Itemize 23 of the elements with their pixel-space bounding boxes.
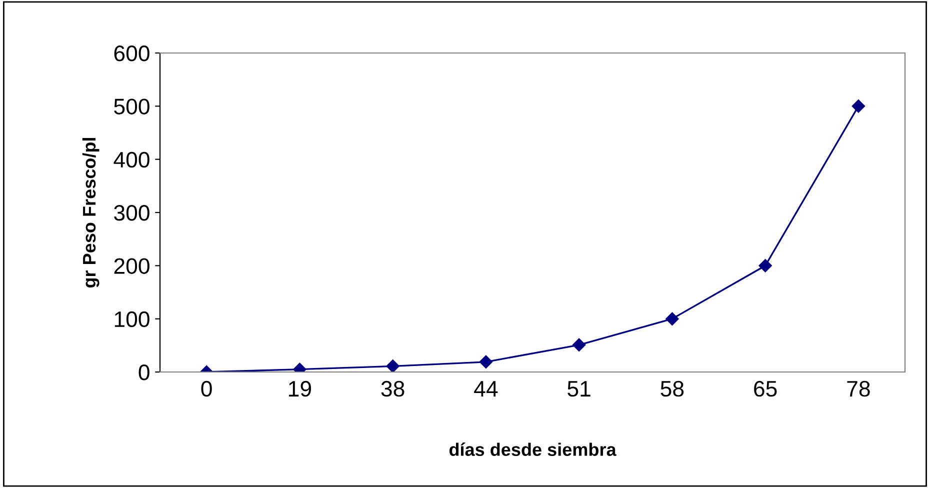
y-tick-label: 0: [138, 364, 150, 380]
x-tick-label: 44: [474, 381, 498, 396]
x-tick-label: 51: [568, 381, 590, 397]
x-tick-label: 58: [660, 380, 684, 397]
y-tick-label: 500: [114, 98, 150, 114]
x-tick-label: 0: [201, 380, 212, 397]
x-tick-label: 65: [754, 380, 777, 397]
point: [852, 100, 866, 113]
y-tick-label: 600: [114, 46, 150, 62]
y-tick-label: 200: [114, 258, 150, 274]
point: [386, 360, 400, 372]
point: [479, 355, 493, 368]
y-tick-label: 100: [114, 311, 150, 328]
x-tick-label: 78: [847, 380, 870, 397]
x-axis-title: días desde siembra: [449, 442, 616, 456]
y-tick-label: 400: [114, 152, 150, 168]
point: [572, 338, 586, 352]
x-tick-label: 19: [289, 380, 311, 397]
point: [758, 259, 772, 272]
x-tick-label: 38: [381, 380, 404, 397]
y-tick-label: 300: [114, 205, 150, 221]
point: [666, 312, 679, 326]
y-axis-title: gr Peso Fresco/pl: [82, 138, 100, 288]
